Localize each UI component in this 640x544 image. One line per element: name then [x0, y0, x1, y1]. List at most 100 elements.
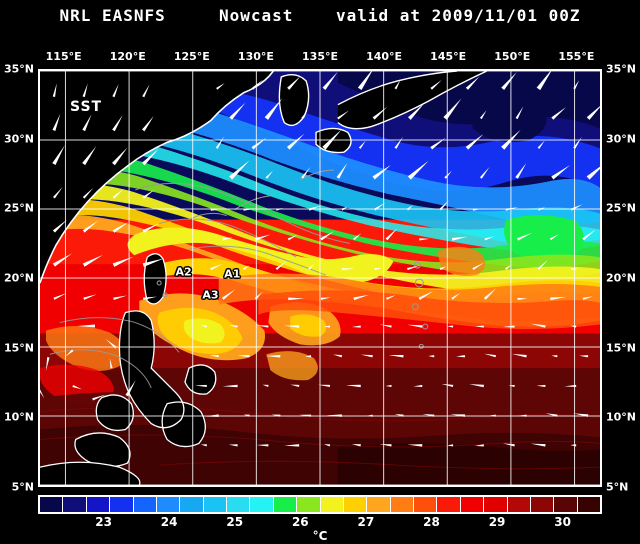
current-vector — [456, 355, 465, 358]
current-vector — [537, 260, 548, 270]
current-vector — [276, 208, 284, 211]
current-vector — [530, 323, 546, 328]
current-vector — [72, 384, 83, 390]
colorbar-segment-6 — [180, 497, 204, 512]
current-vector — [444, 170, 452, 179]
current-vector — [287, 235, 298, 241]
field-label: SST — [70, 99, 103, 115]
current-vector — [242, 265, 250, 271]
current-vector — [341, 267, 355, 271]
current-vector — [465, 76, 480, 90]
current-vector — [441, 383, 454, 388]
current-vector — [228, 444, 238, 447]
current-vector — [65, 349, 74, 357]
current-vector — [447, 325, 454, 328]
lat-tick-left-15: 15°N — [3, 341, 34, 355]
current-vector — [333, 354, 343, 358]
colorbar-segment-20 — [507, 497, 531, 512]
current-vector — [341, 206, 349, 211]
colorbar-tick-28: 28 — [423, 515, 440, 529]
current-vector — [52, 186, 63, 199]
current-vector — [301, 110, 308, 120]
current-vector — [112, 222, 129, 233]
current-vector — [430, 79, 442, 90]
current-vector — [275, 261, 287, 270]
eddy-label-A3: A3 — [202, 288, 219, 302]
current-vector — [357, 71, 373, 91]
colorbar-segment-10 — [273, 497, 298, 512]
current-vector — [262, 384, 269, 388]
colorbar-segment-9 — [250, 497, 274, 512]
current-vector — [194, 384, 207, 388]
lat-tick-left-5: 5°N — [11, 480, 34, 494]
current-vector — [142, 258, 165, 267]
current-vector — [92, 394, 106, 401]
current-vector — [271, 414, 281, 417]
current-vector — [287, 76, 301, 90]
current-vector — [419, 238, 430, 241]
figure-title: NRL EASNFS Nowcast valid at 2009/11/01 0… — [59, 6, 581, 25]
current-vector — [511, 353, 527, 358]
map-panel[interactable]: SST A2 A1 A3 — [38, 69, 602, 487]
current-vector — [52, 253, 73, 267]
current-vector — [586, 106, 600, 120]
current-vector — [82, 114, 92, 132]
current-vector — [407, 444, 423, 447]
current-vector — [484, 236, 495, 241]
colorbar-tick-27: 27 — [357, 515, 375, 529]
colorbar-segment-16 — [414, 497, 438, 512]
lat-tick-right-25: 25°N — [606, 201, 637, 215]
current-vector — [570, 325, 577, 328]
current-vector — [82, 220, 98, 233]
current-vector — [210, 208, 218, 211]
current-vector — [394, 413, 404, 417]
current-vector — [216, 83, 225, 90]
current-vector — [77, 324, 95, 328]
lat-tick-right-10: 10°N — [606, 410, 637, 424]
current-vector — [52, 219, 68, 233]
lat-tick-right-35: 35°N — [606, 62, 637, 76]
current-vector — [290, 384, 300, 388]
current-vector — [326, 414, 342, 417]
current-vector — [237, 355, 250, 358]
current-vector — [537, 140, 545, 149]
colorbar-segment-1 — [63, 497, 87, 512]
current-vector — [52, 113, 61, 131]
current-vector — [573, 413, 589, 417]
current-vector — [82, 83, 88, 98]
current-vector — [222, 384, 238, 388]
current-vector — [428, 355, 435, 358]
current-vector — [372, 164, 392, 180]
colorbar-segment-5 — [156, 497, 181, 512]
current-vector — [105, 338, 117, 349]
current-vector — [320, 230, 335, 241]
current-vector — [82, 146, 97, 166]
current-vector — [407, 160, 429, 180]
current-vector — [308, 205, 322, 211]
current-vector — [406, 205, 413, 211]
colorbar-segment-2 — [86, 497, 111, 512]
current-vector — [351, 443, 361, 447]
sst-colorbar[interactable] — [38, 495, 602, 514]
current-vector — [112, 115, 123, 132]
current-vector — [501, 72, 517, 91]
current-vector — [142, 84, 150, 98]
current-vector — [573, 136, 582, 149]
current-vector — [472, 208, 480, 211]
colorbar-segment-19 — [484, 497, 508, 512]
colorbar-segment-17 — [437, 497, 461, 512]
lon-tick-145: 145°E — [430, 50, 467, 63]
current-vector — [450, 414, 466, 417]
current-vector — [299, 414, 312, 417]
current-vector — [53, 293, 67, 300]
current-vector — [112, 256, 134, 267]
current-vector — [142, 116, 154, 132]
current-vector — [502, 325, 515, 328]
colorbar-segment-0 — [40, 497, 64, 512]
current-vector — [284, 444, 300, 447]
current-vector — [112, 147, 128, 166]
lat-lon-gridlines — [40, 71, 600, 485]
current-vector — [40, 389, 45, 399]
current-vector — [256, 444, 269, 447]
current-vector — [52, 83, 57, 97]
